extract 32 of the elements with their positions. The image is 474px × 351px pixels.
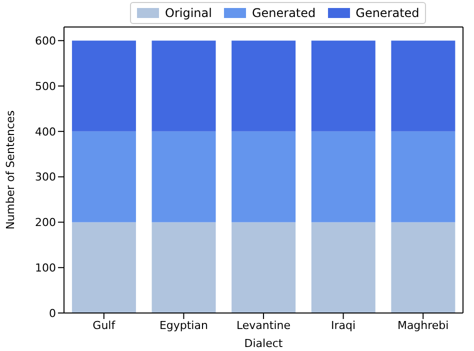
bar [152, 131, 216, 222]
y-tick-label: 100 [35, 262, 56, 275]
legend-label: Generated [252, 5, 316, 21]
bar [152, 40, 216, 132]
y-axis-title: Number of Sentences [4, 110, 17, 230]
legend-label: Generated [356, 5, 420, 21]
bar [72, 131, 136, 222]
bar [391, 40, 456, 132]
y-tick-label: 400 [35, 125, 56, 138]
bar [232, 40, 296, 132]
x-tick-label: Maghrebi [397, 318, 449, 332]
bar [232, 131, 296, 222]
y-tick-label: 200 [35, 216, 56, 230]
y-tick-label: 600 [35, 34, 56, 48]
x-tick-label: Gulf [92, 318, 116, 332]
bar [152, 222, 216, 313]
bar [391, 222, 456, 313]
bar [391, 131, 456, 222]
bar [311, 131, 376, 222]
x-tick-label: Egyptian [159, 318, 208, 332]
bar [72, 222, 136, 313]
bar [232, 222, 296, 313]
bar [72, 40, 136, 132]
bar [311, 222, 376, 313]
y-tick-label: 300 [35, 170, 56, 184]
y-tick-label: 0 [49, 306, 56, 320]
y-tick-label: 500 [35, 80, 56, 93]
bar [311, 40, 376, 132]
x-tick-label: Levantine [236, 318, 291, 332]
x-tick-label: Iraqi [331, 318, 356, 332]
legend-label: Original [165, 5, 212, 21]
x-axis-title: Dialect [244, 337, 284, 350]
